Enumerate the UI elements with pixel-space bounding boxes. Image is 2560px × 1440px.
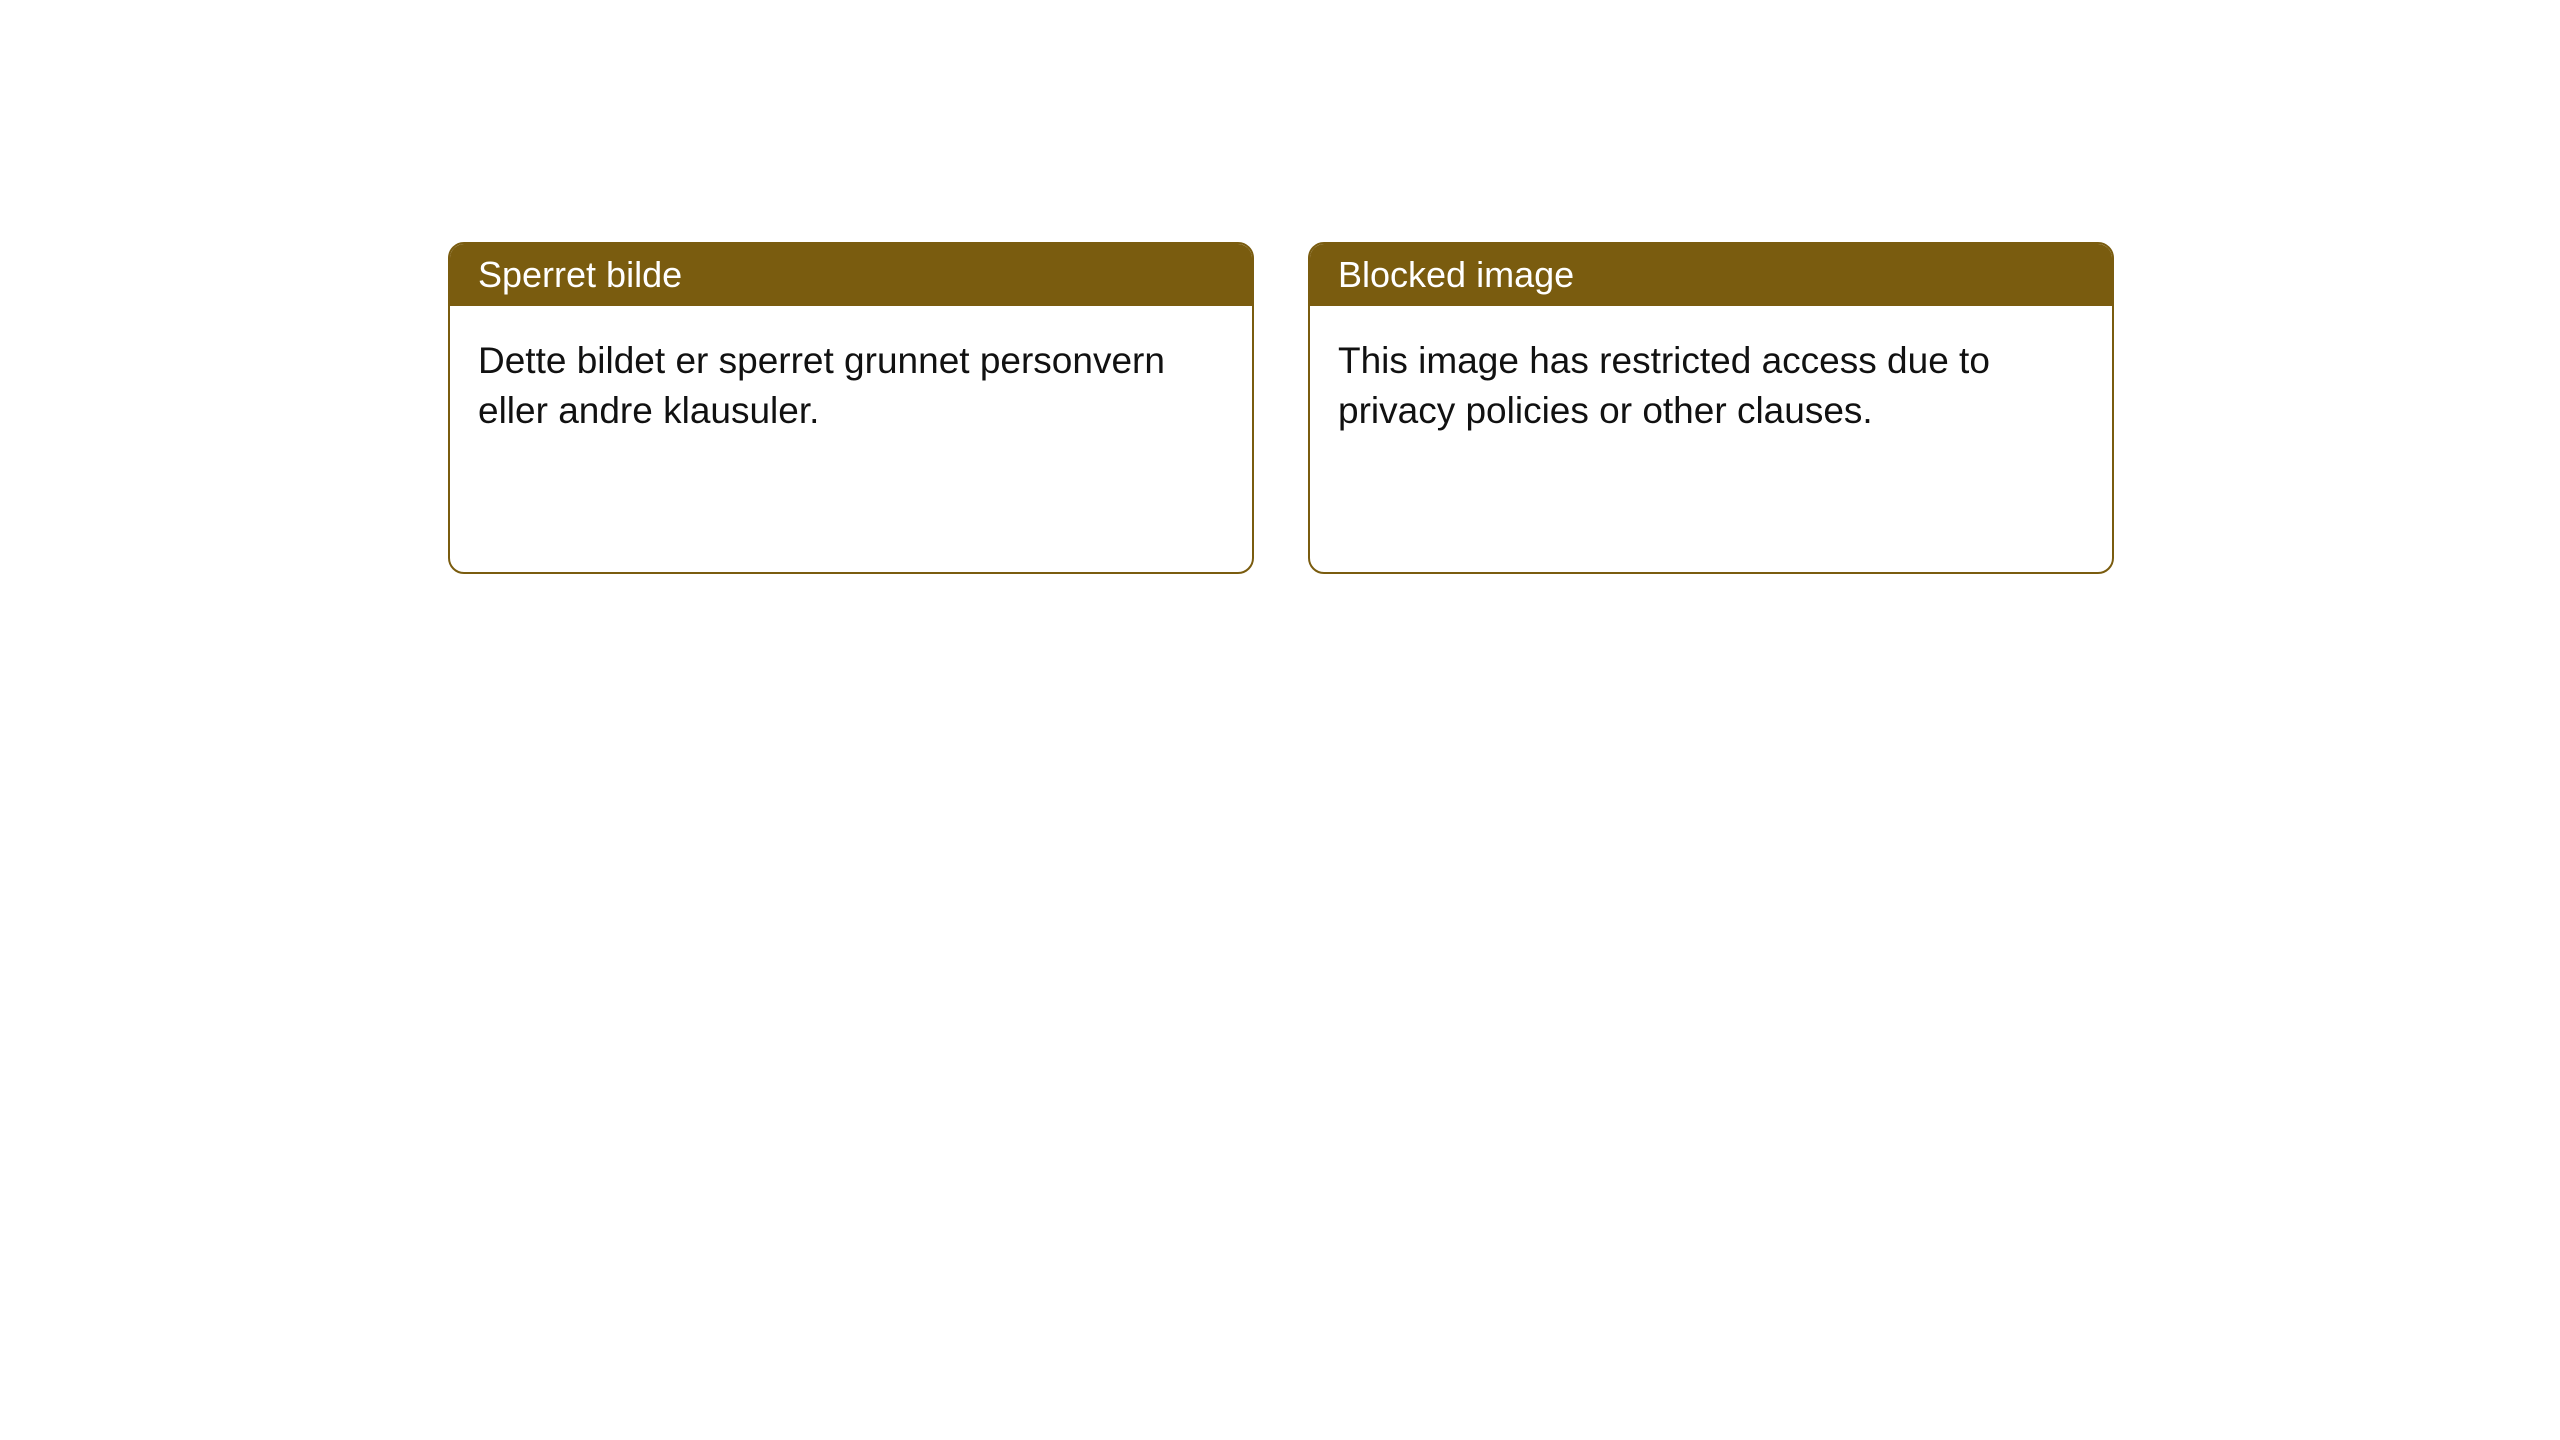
notice-card-title: Blocked image	[1310, 244, 2112, 306]
notice-card-body: This image has restricted access due to …	[1310, 306, 2112, 466]
notice-card-title: Sperret bilde	[450, 244, 1252, 306]
notice-card-body: Dette bildet er sperret grunnet personve…	[450, 306, 1252, 466]
notice-card-english: Blocked image This image has restricted …	[1308, 242, 2114, 574]
notice-cards-container: Sperret bilde Dette bildet er sperret gr…	[448, 242, 2114, 574]
notice-card-norwegian: Sperret bilde Dette bildet er sperret gr…	[448, 242, 1254, 574]
